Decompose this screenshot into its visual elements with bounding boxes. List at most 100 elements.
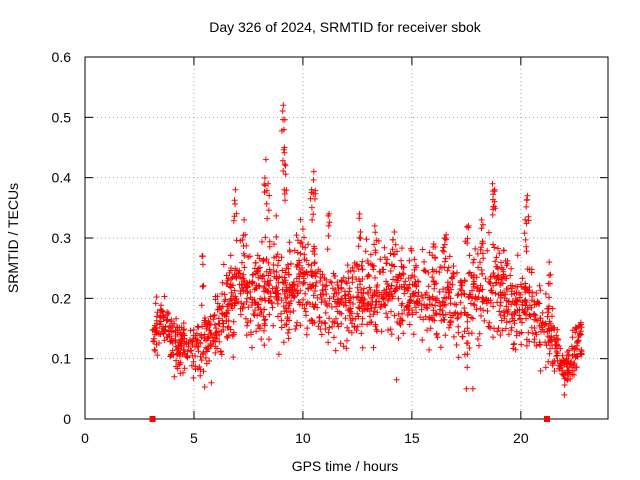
axis-marker (543, 416, 550, 422)
data-point (559, 370, 565, 377)
data-point (359, 266, 366, 273)
data-point (421, 258, 428, 265)
data-point (229, 274, 236, 281)
data-point (208, 331, 215, 338)
data-point (565, 352, 572, 359)
data-point (494, 263, 501, 270)
data-point (447, 300, 454, 307)
data-point (463, 385, 470, 392)
data-point (317, 278, 324, 284)
data-point (536, 282, 543, 289)
data-point (467, 300, 474, 307)
data-point (373, 284, 380, 290)
data-point (278, 324, 285, 331)
data-point (309, 282, 316, 289)
data-point (409, 307, 416, 314)
data-point (310, 248, 316, 255)
data-point (279, 157, 286, 164)
data-point (544, 313, 551, 320)
data-point (464, 318, 471, 325)
data-point (227, 281, 234, 288)
data-point (537, 367, 544, 374)
data-point (413, 298, 420, 305)
data-point (349, 315, 356, 322)
data-point (151, 346, 158, 353)
data-point (328, 304, 335, 310)
data-point (259, 238, 265, 245)
data-point (432, 302, 439, 309)
data-point (405, 275, 412, 282)
data-point (261, 295, 268, 302)
data-point (564, 370, 571, 377)
data-point (194, 330, 200, 337)
data-point (310, 176, 317, 183)
data-point (443, 236, 449, 243)
data-point (521, 286, 528, 293)
data-point (565, 367, 572, 374)
data-point (489, 273, 495, 280)
data-point (450, 273, 457, 280)
axis-marker (149, 416, 156, 422)
data-point (364, 257, 371, 264)
data-point (230, 217, 237, 224)
data-point (243, 283, 250, 290)
data-point (309, 216, 316, 223)
data-point (426, 296, 433, 303)
data-point (310, 168, 317, 175)
data-point (349, 264, 356, 271)
data-point (323, 282, 330, 289)
data-point (350, 301, 356, 307)
data-point (286, 271, 293, 278)
data-point (447, 314, 454, 321)
data-point (197, 372, 204, 379)
data-point (459, 333, 466, 340)
data-point (500, 247, 507, 254)
data-point (206, 357, 213, 364)
data-point (402, 278, 409, 285)
data-point (472, 245, 479, 252)
data-point (367, 251, 374, 258)
data-point (502, 325, 509, 332)
data-point (397, 321, 404, 328)
data-point (261, 342, 268, 349)
data-point (344, 324, 351, 331)
data-point (349, 279, 356, 286)
data-point (430, 279, 437, 285)
data-point (569, 345, 576, 352)
data-point (491, 244, 498, 251)
data-point (401, 290, 408, 297)
data-point (364, 273, 371, 280)
data-point (469, 294, 476, 301)
data-point (479, 240, 486, 247)
data-point (346, 306, 353, 313)
data-point (376, 298, 382, 305)
data-point (334, 308, 341, 315)
data-point (212, 296, 219, 303)
data-point (322, 320, 329, 327)
data-point (329, 318, 336, 325)
data-point (273, 295, 280, 301)
data-point (288, 261, 294, 267)
data-point (495, 245, 501, 252)
data-point (509, 282, 516, 289)
y-tick-label: 0.4 (52, 170, 72, 186)
data-point (391, 312, 398, 319)
data-point (370, 266, 377, 273)
data-point (441, 258, 448, 265)
data-point (301, 305, 308, 312)
data-point (311, 304, 318, 311)
data-point (529, 289, 536, 296)
data-point (188, 338, 195, 345)
data-point (202, 344, 209, 351)
data-point (279, 267, 286, 274)
data-point (212, 349, 219, 356)
data-point (531, 311, 538, 318)
data-point (429, 293, 436, 300)
data-point (523, 243, 530, 250)
data-point (545, 280, 552, 287)
data-point (457, 299, 464, 306)
data-point (372, 274, 378, 281)
data-point (542, 320, 549, 327)
data-point (308, 262, 315, 269)
data-point (440, 244, 447, 251)
